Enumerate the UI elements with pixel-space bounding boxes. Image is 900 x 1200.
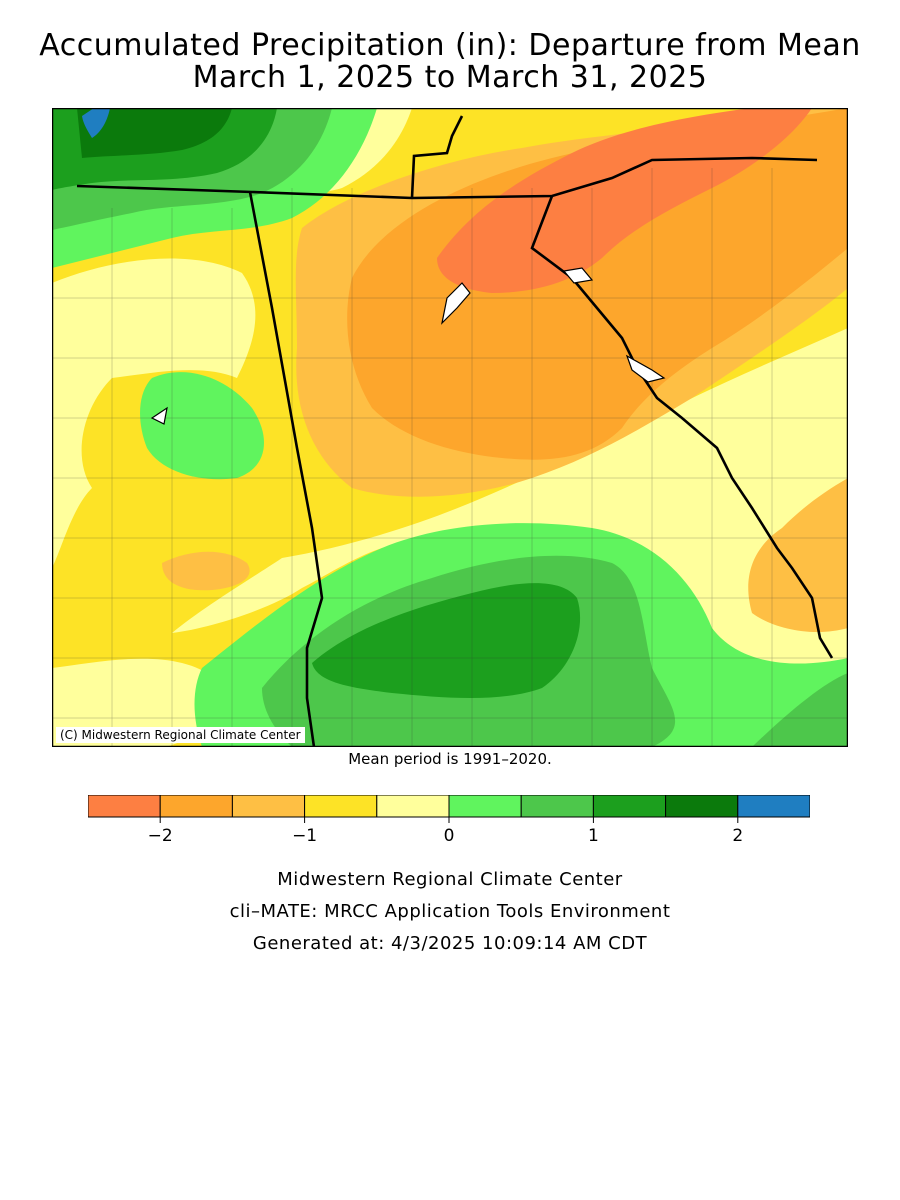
contour-1-to-1.5-south	[312, 583, 581, 698]
footer-application: cli–MATE: MRCC Application Tools Environ…	[229, 901, 671, 922]
footer-organization: Midwestern Regional Climate Center	[277, 869, 623, 890]
contour-minus-0.5-to-0-west	[52, 258, 256, 568]
contour-0-to-0.5-west	[140, 372, 264, 480]
contour-minus-1.5-to-minus-1-southwest	[162, 551, 250, 591]
lakes	[150, 267, 666, 425]
legend-swatch-7	[592, 795, 667, 818]
state-boundaries	[76, 115, 834, 747]
mean-period-note: Mean period is 1991–2020.	[348, 750, 552, 768]
legend-swatch-1	[159, 795, 233, 818]
legend-swatch-6	[520, 795, 594, 818]
legend-swatch-5	[448, 795, 522, 818]
contour-0.5-to-1-southeast	[752, 673, 848, 747]
legend-swatch-8	[665, 795, 739, 818]
legend-swatch-3	[304, 795, 378, 818]
legend-tick-label-0: −2	[148, 826, 173, 845]
legend-tick-label-4: 2	[732, 826, 743, 845]
map-date-range: March 1, 2025 to March 31, 2025	[192, 60, 708, 95]
contour-minus-1.5-to-minus-1-east	[748, 478, 848, 633]
legend-swatch-9	[737, 795, 810, 818]
legend-tick-label-1: −1	[292, 826, 317, 845]
map-title: Accumulated Precipitation (in): Departur…	[39, 28, 861, 63]
color-legend: −2 −1 0 1 2	[88, 795, 810, 845]
contour-above-2	[82, 108, 110, 138]
legend-swatch-4	[376, 795, 450, 818]
contour-below-minus-2	[437, 108, 812, 293]
contour-1.5-to-2	[77, 108, 232, 158]
legend-tick-label-3: 1	[588, 826, 599, 845]
footer-generated-time: Generated at: 4/3/2025 10:09:14 AM CDT	[252, 933, 648, 954]
precipitation-departure-map	[52, 108, 848, 747]
legend-swatch-0	[88, 795, 161, 818]
legend-swatch-2	[231, 795, 306, 818]
legend-tick-label-2: 0	[444, 826, 455, 845]
map-credit: (C) Midwestern Regional Climate Center	[56, 727, 305, 743]
contour-minus-0.5-to-0-southwest	[52, 658, 222, 747]
